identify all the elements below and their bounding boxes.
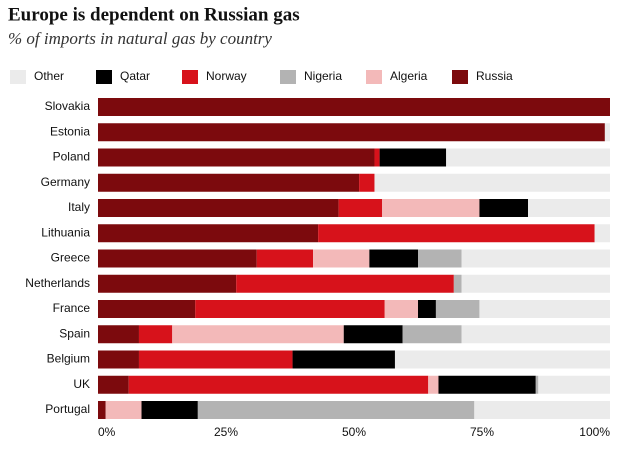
bar-segment xyxy=(535,375,539,394)
bar-segment xyxy=(172,325,344,344)
y-tick-label: Greece xyxy=(51,251,91,265)
bar-segment xyxy=(402,325,462,344)
bar-segment xyxy=(474,401,610,419)
bar-segment xyxy=(438,375,536,394)
y-tick-label: Italy xyxy=(68,200,90,214)
legend-swatch xyxy=(452,70,468,84)
bar-segment xyxy=(313,249,370,268)
bar-segment xyxy=(105,401,142,419)
legend-label: Nigeria xyxy=(304,69,342,83)
bar-segment xyxy=(446,148,610,167)
y-tick-label: Poland xyxy=(53,150,90,164)
y-tick-label: Netherlands xyxy=(25,276,90,290)
bar-segment xyxy=(98,123,605,142)
y-tick-label: Slovakia xyxy=(45,99,91,113)
bar-segment xyxy=(604,123,610,142)
y-tick-label: Estonia xyxy=(50,124,90,138)
y-tick-label: Spain xyxy=(59,326,90,340)
bar-segment xyxy=(138,350,293,369)
bar-segment xyxy=(98,350,139,369)
bar-segment xyxy=(98,300,196,318)
bar-segment xyxy=(461,274,610,293)
legend-label: Norway xyxy=(206,69,247,83)
bar-segment xyxy=(374,173,610,192)
bar-segment xyxy=(292,350,395,369)
y-tick-label: Germany xyxy=(41,175,90,189)
y-tick-label: Portugal xyxy=(45,402,90,416)
bar-segment xyxy=(98,274,237,293)
y-tick-label: UK xyxy=(73,377,90,391)
legend-label: Qatar xyxy=(120,69,150,83)
bar-segment xyxy=(128,375,429,394)
bar-segment xyxy=(538,375,610,394)
y-tick-label: Lithuania xyxy=(41,225,90,239)
y-tick-label: France xyxy=(53,301,91,315)
bar-segment xyxy=(256,249,314,268)
chart-subtitle: % of imports in natural gas by country xyxy=(8,29,272,48)
x-tick-label: 100% xyxy=(579,425,610,439)
legend-swatch xyxy=(10,70,26,84)
bar-segment xyxy=(435,300,480,318)
bar-segment xyxy=(197,401,475,419)
bar-segment xyxy=(138,325,173,344)
bar-segment xyxy=(394,350,610,369)
bar-segment xyxy=(461,249,610,268)
bar-segment xyxy=(594,224,610,243)
legend-label: Algeria xyxy=(390,69,428,83)
legend-swatch xyxy=(182,70,198,84)
bar-segment xyxy=(418,249,462,268)
bar-segment xyxy=(384,300,418,318)
bar-segment xyxy=(236,274,454,293)
bar-segment xyxy=(98,325,139,344)
bar-segment xyxy=(453,274,462,293)
x-tick-label: 0% xyxy=(98,425,116,439)
y-tick-label: Belgium xyxy=(47,352,90,366)
legend-swatch xyxy=(96,70,112,84)
bar-segment xyxy=(461,325,610,344)
bar-segment xyxy=(98,375,129,394)
legend-swatch xyxy=(280,70,296,84)
bar-segment xyxy=(98,401,106,419)
bar-segment xyxy=(318,224,595,243)
x-tick-label: 75% xyxy=(470,425,494,439)
bar-segment xyxy=(98,249,257,268)
bar-segment xyxy=(374,148,380,167)
bar-segment xyxy=(98,199,339,217)
bar-segment xyxy=(369,249,418,268)
x-tick-label: 25% xyxy=(214,425,238,439)
x-tick-label: 50% xyxy=(342,425,366,439)
legend-label: Other xyxy=(34,69,64,83)
bar-segment xyxy=(359,173,375,192)
bar-segment xyxy=(382,199,480,217)
bar-segment xyxy=(98,173,360,192)
legend-swatch xyxy=(366,70,382,84)
bar-segment xyxy=(98,224,319,243)
bar-segment xyxy=(379,148,447,167)
bar-segment xyxy=(479,300,610,318)
bar-segment xyxy=(343,325,403,344)
legend-label: Russia xyxy=(476,69,513,83)
bar-segment xyxy=(479,199,529,217)
bar-segment xyxy=(528,199,610,217)
chart-title: Europe is dependent on Russian gas xyxy=(8,4,300,25)
bar-segment xyxy=(141,401,198,419)
bar-segment xyxy=(418,300,436,318)
bar-segment xyxy=(338,199,383,217)
bar-segment xyxy=(98,98,610,116)
bar-segment xyxy=(98,148,375,167)
bar-segment xyxy=(428,375,439,394)
bar-segment xyxy=(195,300,385,318)
